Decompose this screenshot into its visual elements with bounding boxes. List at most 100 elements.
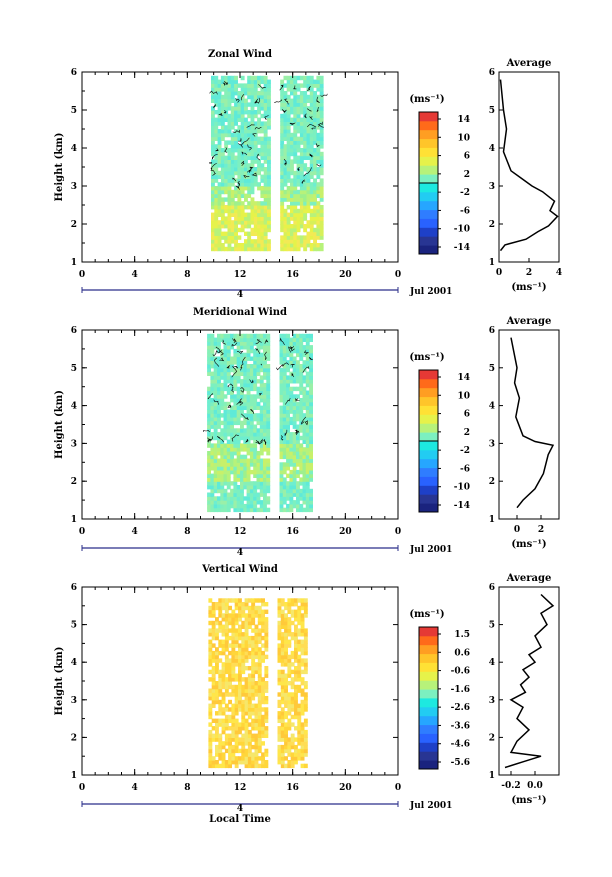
heatmap-cell — [286, 148, 291, 153]
heatmap-cell — [249, 428, 254, 433]
date-axis-month: Jul 2001 — [409, 287, 452, 297]
heatmap-cell — [299, 151, 304, 157]
heatmap-cell — [282, 337, 287, 342]
y-tick-label: 1 — [71, 258, 77, 268]
heatmap-cell — [211, 666, 216, 671]
heatmap-cell — [221, 741, 226, 746]
heatmap-cell — [254, 733, 259, 738]
heatmap-cell — [267, 106, 271, 111]
heatmap-cell — [241, 722, 246, 727]
heatmap-cell — [313, 246, 317, 252]
heatmap-cell — [224, 718, 229, 723]
heatmap-cell — [214, 136, 219, 141]
heatmap-cell — [277, 756, 282, 761]
heatmap-cell — [234, 643, 239, 648]
heatmap-cell — [309, 386, 313, 392]
heatmap-cell — [246, 341, 251, 346]
heatmap-cell — [300, 613, 305, 618]
heatmap-cell — [299, 125, 304, 130]
heatmap-cell — [297, 605, 302, 611]
heatmap-cell — [253, 348, 258, 354]
contour-segment — [315, 142, 320, 147]
heatmap-cell — [286, 189, 291, 195]
heatmap-cell — [247, 75, 252, 81]
heatmap-cell — [279, 382, 284, 388]
heatmap-cell — [280, 186, 285, 191]
heatmap-cell — [246, 364, 251, 369]
heatmap-cell — [280, 699, 285, 705]
heatmap-cell — [259, 447, 264, 452]
heatmap-cell — [251, 763, 256, 769]
heatmap-cell — [207, 469, 211, 475]
heatmap-cell — [261, 722, 265, 727]
heatmap-cell — [260, 178, 265, 183]
heatmap-cell — [214, 235, 219, 240]
heatmap-cell — [240, 246, 245, 252]
heatmap-cell — [279, 488, 284, 494]
heatmap-cell — [280, 201, 285, 206]
heatmap-cell — [309, 454, 313, 460]
heatmap-cell — [316, 148, 321, 153]
heatmap-cell — [249, 364, 254, 369]
heatmap-cell — [259, 386, 264, 392]
heatmap-cell — [257, 703, 262, 708]
heatmap-cell — [240, 170, 245, 176]
heatmap-cell — [277, 647, 282, 652]
heatmap-cell — [244, 83, 248, 88]
heatmap-cell — [259, 409, 264, 414]
heatmap-cell — [267, 110, 271, 115]
heatmap-cell — [247, 205, 252, 210]
heatmap-cell — [224, 75, 229, 81]
heatmap-cell — [305, 503, 310, 509]
heatmap-cell — [238, 662, 242, 667]
contour-segment — [290, 364, 295, 368]
heatmap-cell — [220, 473, 225, 478]
heatmap-cell — [236, 485, 241, 490]
heatmap-cell — [263, 239, 268, 244]
heatmap-cell — [221, 681, 226, 686]
heatmap-cell — [296, 197, 301, 202]
heatmap-cell — [224, 635, 229, 641]
heatmap-cell — [231, 703, 236, 708]
heatmap-cell — [207, 451, 211, 456]
heatmap-cell — [284, 699, 288, 705]
heatmap-cell — [309, 416, 313, 422]
heatmap-cell — [226, 503, 231, 509]
heatmap-cell — [287, 658, 292, 663]
heatmap-cell — [266, 401, 271, 407]
heatmap-cell — [230, 246, 235, 252]
heatmap-cell — [296, 75, 301, 81]
heatmap-cell — [263, 113, 268, 119]
heatmap-cell — [302, 428, 307, 433]
heatmap-cell — [224, 129, 229, 134]
heatmap-cell — [264, 729, 269, 735]
heatmap-cell — [309, 163, 314, 168]
heatmap-cell — [227, 87, 232, 92]
heatmap-cell — [230, 420, 234, 426]
heatmap-cell — [289, 439, 294, 444]
heatmap-cell — [217, 485, 221, 490]
contour-segment — [255, 347, 261, 355]
heatmap-cell — [211, 231, 215, 236]
heatmap-cell — [246, 348, 251, 354]
heatmap-cell — [207, 473, 211, 478]
heatmap-cell — [290, 79, 294, 84]
heatmap-cell — [253, 216, 258, 221]
heatmap-cell — [217, 151, 222, 157]
heatmap-cell — [244, 87, 248, 92]
heatmap-cell — [319, 144, 324, 149]
heatmap-cell — [226, 454, 231, 460]
heatmap-cell — [213, 507, 218, 513]
heatmap-cell — [260, 239, 265, 244]
heatmap-cell — [296, 451, 300, 456]
heatmap-cell — [247, 216, 252, 221]
heatmap-cell — [263, 87, 268, 92]
colorbar-tick-label: -2 — [460, 188, 470, 198]
heatmap-cell — [254, 605, 259, 611]
heatmap-cell — [282, 496, 287, 501]
heatmap-cell — [234, 121, 238, 126]
heatmap-cell — [302, 401, 307, 407]
heatmap-cell — [282, 364, 287, 369]
heatmap-cell — [236, 379, 241, 384]
heatmap-cell — [289, 481, 294, 486]
